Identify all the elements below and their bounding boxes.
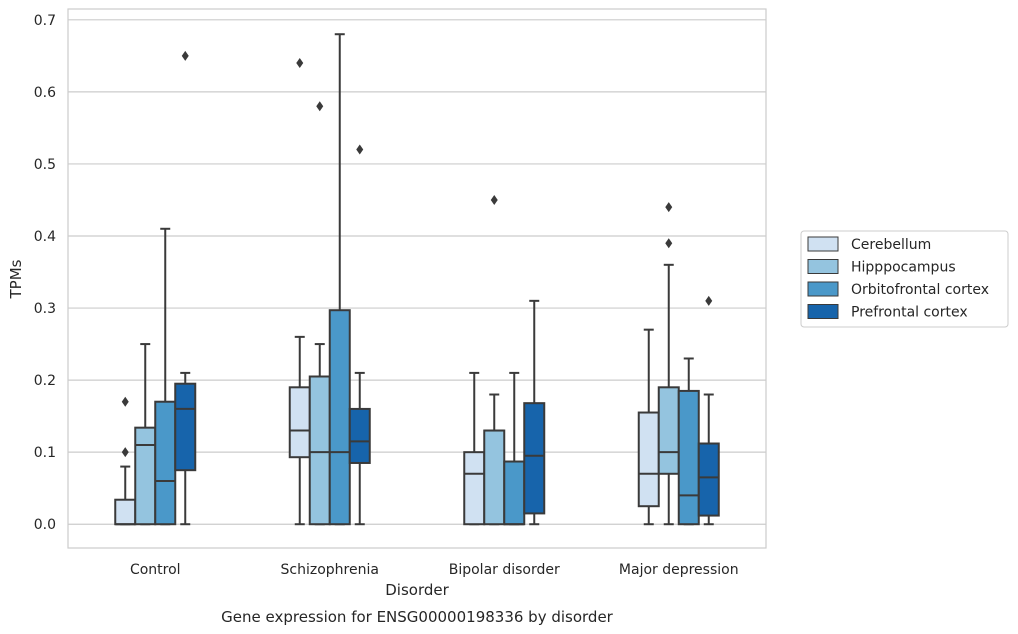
y-tick-label: 0.7 <box>34 13 56 29</box>
box-cerebellum <box>463 371 486 526</box>
box-iqr <box>154 400 177 526</box>
legend-swatch <box>807 259 839 274</box>
legend-swatch <box>807 281 839 297</box>
legend-label: Cerebellum <box>851 237 931 253</box>
legend-label: Orbitofrontal cortex <box>851 282 989 298</box>
box-prefrontal-cortex <box>348 144 371 526</box>
box-iqr <box>637 411 660 508</box>
box-iqr <box>308 375 331 526</box>
x-tick-label: Control <box>130 562 181 578</box>
legend-swatch <box>807 236 839 252</box>
box-hipppocampus <box>483 194 506 526</box>
legend-swatch <box>807 304 839 319</box>
box-iqr <box>523 402 546 515</box>
x-tick-label: Major depression <box>619 562 739 578</box>
box-iqr <box>348 407 371 464</box>
outlier-point <box>296 58 304 69</box>
y-tick-label: 0.1 <box>34 445 56 461</box>
box-prefrontal-cortex <box>697 295 720 526</box>
outlier-point <box>121 447 129 458</box>
box-iqr <box>174 382 197 472</box>
box-cerebellum <box>288 58 311 526</box>
outlier-point <box>121 396 129 407</box>
outlier-point <box>316 101 324 112</box>
x-axis-ticks: Control Schizophrenia Bipolar disorder Majo… <box>130 562 739 578</box>
box-cerebellum <box>637 328 660 526</box>
box-iqr <box>697 442 720 517</box>
chart-caption: Gene expression for ENSG00000198336 by d… <box>221 608 614 626</box>
x-tick-label: Schizophrenia <box>281 562 379 578</box>
legend-frame <box>800 230 1009 328</box>
y-tick-label: 0.6 <box>34 85 56 101</box>
box-iqr <box>657 386 680 475</box>
box-iqr <box>114 498 137 526</box>
box-iqr <box>503 460 526 526</box>
outlier-point <box>356 144 364 155</box>
plot-area-frame <box>67 8 767 549</box>
box-orbitofrontal-cortex <box>677 357 700 526</box>
box-cerebellum <box>114 396 137 526</box>
legend-label: Hipppocampus <box>851 260 956 276</box>
y-axis-ticks: 0.0 0.1 0.2 0.3 0.4 0.5 0.6 0.7 <box>34 13 56 533</box>
x-tick-label: Bipolar disorder <box>449 562 560 578</box>
box-iqr <box>288 386 311 459</box>
boxes <box>114 33 720 526</box>
y-tick-label: 0.3 <box>34 301 56 317</box>
box-prefrontal-cortex <box>174 50 197 526</box>
outlier-point <box>665 202 673 213</box>
box-iqr <box>134 426 157 526</box>
y-tick-label: 0.2 <box>34 373 56 389</box>
box-iqr <box>463 451 486 526</box>
box-hipppocampus <box>657 202 680 526</box>
box-orbitofrontal-cortex <box>154 227 177 526</box>
outlier-point <box>665 238 673 249</box>
box-orbitofrontal-cortex <box>328 33 351 526</box>
outlier-point <box>181 50 189 61</box>
box-orbitofrontal-cortex <box>503 371 526 526</box>
box-hipppocampus <box>308 101 331 526</box>
y-tick-label: 0.4 <box>34 229 56 245</box>
outlier-point <box>705 295 713 306</box>
y-tick-label: 0.0 <box>34 517 56 533</box>
x-axis-title: Disorder <box>385 581 449 599</box>
box-prefrontal-cortex <box>523 299 546 526</box>
box-iqr <box>328 309 351 526</box>
legend-label: Prefrontal cortex <box>851 305 968 321</box>
y-axis-title: TPMs <box>7 259 25 299</box>
box-hipppocampus <box>134 343 157 526</box>
box-iqr <box>677 389 700 526</box>
outlier-point <box>490 194 498 205</box>
legend: Cerebellum Hipppocampus Orbitofrontal cort… <box>800 230 1009 328</box>
y-tick-label: 0.5 <box>34 157 56 173</box>
box-iqr <box>483 429 506 526</box>
